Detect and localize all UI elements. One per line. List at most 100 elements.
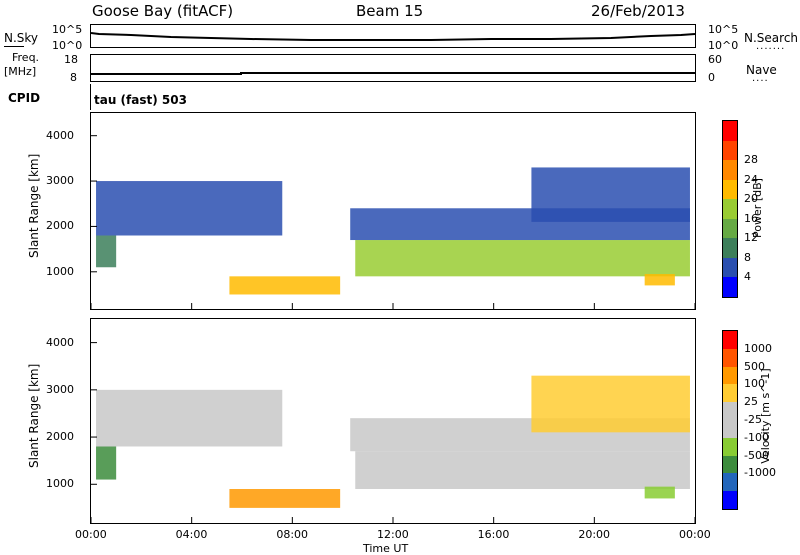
colorbar-swatch-8 bbox=[723, 473, 737, 492]
colorbar-swatch-2 bbox=[723, 238, 737, 258]
x-tick-label-1: 04:00 bbox=[175, 528, 208, 541]
colorbar-tick-5: 24 bbox=[744, 172, 758, 186]
nsky-tick-bottom: 10^0 bbox=[52, 39, 83, 52]
colorbar-swatch-6 bbox=[723, 160, 737, 180]
freq-tick-top: 18 bbox=[64, 53, 78, 66]
nsky-series-line bbox=[91, 32, 695, 41]
nave-dots-key: ···· bbox=[752, 76, 769, 87]
nsky-plot bbox=[91, 32, 695, 41]
colorbar-swatch-0 bbox=[723, 277, 737, 297]
y-tick-label-0: 1000 bbox=[46, 264, 74, 278]
freq-tick-bottom: 8 bbox=[70, 71, 77, 84]
colorbar-swatch-4 bbox=[723, 402, 737, 420]
beam-label: Beam 15 bbox=[356, 2, 424, 20]
velocity-plot bbox=[91, 342, 695, 523]
colorbar-tick-4: -25 bbox=[744, 413, 762, 426]
scatter-region-2 bbox=[229, 489, 341, 508]
power-ylabel: Slant Range [km] bbox=[27, 153, 41, 258]
colorbar-swatch-1 bbox=[723, 257, 737, 278]
colorbar-tick-2: 12 bbox=[744, 231, 758, 245]
colorbar-swatch-9 bbox=[723, 491, 737, 509]
power-plot bbox=[91, 135, 695, 309]
velocity-colorbar bbox=[722, 330, 738, 510]
colorbar-swatch-2 bbox=[723, 366, 737, 385]
power-colorbar bbox=[722, 120, 738, 298]
colorbar-swatch-5 bbox=[723, 179, 737, 200]
date-label: 26/Feb/2013 bbox=[591, 2, 685, 20]
cpid-value: tau (fast) 503 bbox=[94, 93, 187, 107]
x-tick-label-6: 00:00 bbox=[679, 528, 711, 541]
colorbar-swatch-0 bbox=[723, 331, 737, 349]
colorbar-tick-7: -1000 bbox=[744, 466, 776, 480]
nsky-label: N.Sky bbox=[4, 31, 39, 45]
nsky-panel bbox=[90, 24, 696, 48]
scatter-region-6 bbox=[644, 274, 675, 286]
colorbar-tick-4: 20 bbox=[744, 192, 758, 206]
x-tick-label-5: 20:00 bbox=[578, 528, 611, 541]
x-tick-label-3: 12:00 bbox=[377, 528, 409, 541]
scatter-region-3 bbox=[355, 240, 690, 277]
colorbar-swatch-3 bbox=[723, 384, 737, 403]
nsearch-label: N.Search bbox=[744, 31, 799, 45]
freq-plot bbox=[91, 72, 695, 75]
cpid-label: CPID bbox=[8, 91, 41, 105]
freq-label: Freq. bbox=[12, 51, 40, 64]
nave-tick-top: 60 bbox=[708, 53, 722, 66]
y-tick-label-3: 4000 bbox=[46, 128, 74, 142]
freq-series-line bbox=[91, 72, 695, 75]
velocity-panel bbox=[90, 318, 696, 524]
x-tick-label-2: 08:00 bbox=[276, 528, 309, 541]
x-axis-label: Time UT bbox=[363, 542, 409, 555]
y-tick-label-3: 4000 bbox=[46, 335, 74, 349]
power-colorbar-label: Power [dB] bbox=[751, 178, 764, 238]
nsearch-tick-top: 10^5 bbox=[708, 23, 739, 36]
scatter-region-5 bbox=[531, 375, 690, 433]
nsky-tick-top: 10^5 bbox=[52, 23, 83, 36]
velocity-colorbar-label: Velocity [m s^-1] bbox=[759, 368, 772, 464]
colorbar-tick-1: 500 bbox=[744, 359, 765, 373]
colorbar-swatch-8 bbox=[723, 120, 737, 141]
colorbar-swatch-3 bbox=[723, 218, 737, 239]
colorbar-tick-5: -100 bbox=[744, 430, 769, 444]
scatter-region-3 bbox=[355, 451, 690, 489]
colorbar-swatch-7 bbox=[723, 140, 737, 161]
colorbar-swatch-4 bbox=[723, 199, 737, 219]
scatter-region-2 bbox=[229, 276, 341, 295]
scatter-region-0 bbox=[96, 389, 283, 447]
colorbar-tick-0: 4 bbox=[744, 270, 751, 284]
nave-tick-bottom: 0 bbox=[708, 71, 715, 84]
freq-unit: [MHz] bbox=[4, 65, 37, 78]
y-tick-label-2: 3000 bbox=[46, 174, 74, 188]
y-tick-label-0: 1000 bbox=[46, 477, 74, 491]
x-tick-label-4: 16:00 bbox=[477, 528, 510, 541]
colorbar-tick-2: 100 bbox=[744, 377, 765, 391]
cpid-divider bbox=[90, 84, 91, 110]
y-tick-label-1: 2000 bbox=[46, 430, 74, 444]
scatter-region-6 bbox=[644, 486, 675, 499]
x-tick-label-0: 00:00 bbox=[75, 528, 107, 541]
scatter-region-5 bbox=[531, 167, 690, 222]
scatter-region-1 bbox=[96, 235, 117, 268]
power-panel bbox=[90, 112, 696, 310]
colorbar-tick-3: 16 bbox=[744, 211, 758, 225]
nsearch-dots-key: ······· bbox=[756, 44, 786, 55]
nsky-line-key bbox=[4, 46, 24, 47]
station-title: Goose Bay (fitACF) bbox=[92, 2, 234, 20]
colorbar-swatch-6 bbox=[723, 437, 737, 456]
freq-panel bbox=[90, 54, 696, 82]
colorbar-tick-6: 28 bbox=[744, 153, 758, 167]
y-tick-label-1: 2000 bbox=[46, 219, 74, 233]
velocity-ylabel: Slant Range [km] bbox=[27, 363, 41, 468]
nave-label: Nave bbox=[746, 63, 777, 77]
colorbar-swatch-5 bbox=[723, 419, 737, 438]
scatter-region-1 bbox=[96, 446, 117, 480]
y-tick-label-2: 3000 bbox=[46, 382, 74, 396]
colorbar-tick-6: -500 bbox=[744, 448, 769, 462]
colorbar-swatch-1 bbox=[723, 348, 737, 367]
nsearch-tick-bottom: 10^0 bbox=[708, 39, 739, 52]
colorbar-swatch-7 bbox=[723, 455, 737, 474]
colorbar-tick-0: 1000 bbox=[744, 341, 772, 355]
colorbar-tick-1: 8 bbox=[744, 250, 751, 264]
colorbar-tick-3: 25 bbox=[744, 395, 758, 409]
scatter-region-0 bbox=[96, 181, 283, 236]
